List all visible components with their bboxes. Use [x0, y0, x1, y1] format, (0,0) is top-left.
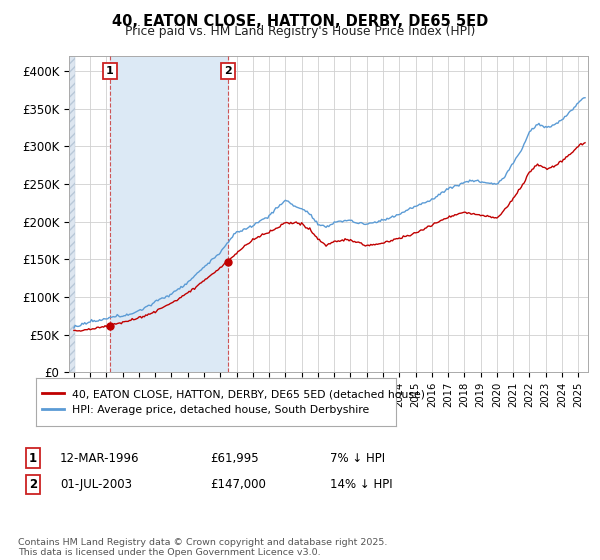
Bar	[110, 56, 229, 372]
Legend: 40, EATON CLOSE, HATTON, DERBY, DE65 5ED (detached house), HPI: Average price, d: 40, EATON CLOSE, HATTON, DERBY, DE65 5ED…	[38, 384, 430, 419]
Text: 1: 1	[106, 66, 114, 76]
Text: Contains HM Land Registry data © Crown copyright and database right 2025.
This d: Contains HM Land Registry data © Crown c…	[18, 538, 388, 557]
Text: 2: 2	[224, 66, 232, 76]
Text: 12-MAR-1996: 12-MAR-1996	[60, 451, 139, 465]
Text: £147,000: £147,000	[210, 478, 266, 491]
Text: 40, EATON CLOSE, HATTON, DERBY, DE65 5ED: 40, EATON CLOSE, HATTON, DERBY, DE65 5ED	[112, 14, 488, 29]
Text: 1: 1	[29, 451, 37, 465]
Text: Price paid vs. HM Land Registry's House Price Index (HPI): Price paid vs. HM Land Registry's House …	[125, 25, 475, 38]
Text: 2: 2	[29, 478, 37, 491]
Text: £61,995: £61,995	[210, 451, 259, 465]
Text: 14% ↓ HPI: 14% ↓ HPI	[330, 478, 392, 491]
Text: 7% ↓ HPI: 7% ↓ HPI	[330, 451, 385, 465]
Text: 01-JUL-2003: 01-JUL-2003	[60, 478, 132, 491]
